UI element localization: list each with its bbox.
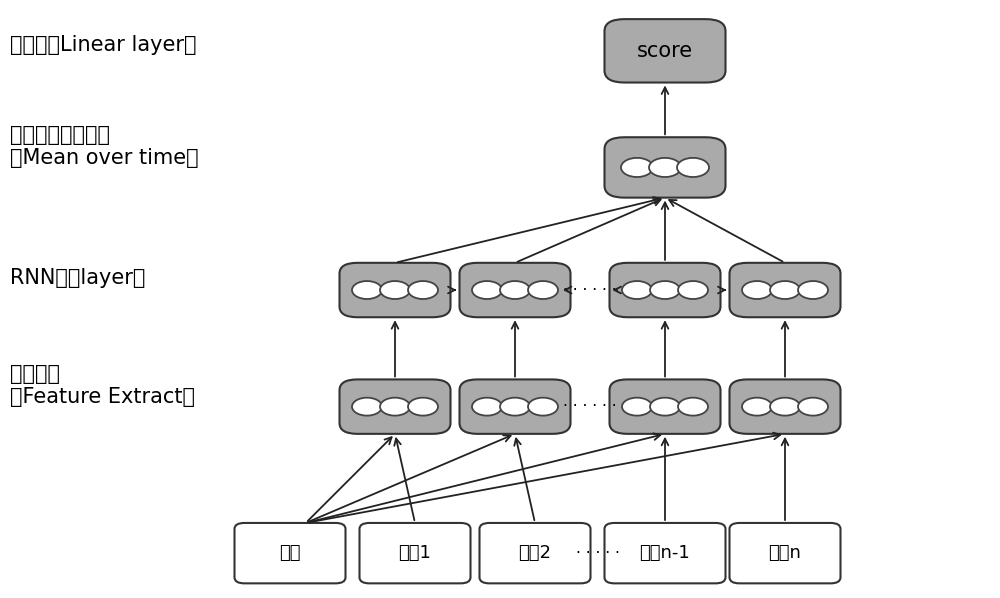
FancyBboxPatch shape: [340, 379, 450, 434]
FancyBboxPatch shape: [360, 523, 471, 584]
Circle shape: [528, 398, 558, 416]
Circle shape: [742, 398, 772, 416]
Text: 特征提取
（Feature Extract）: 特征提取 （Feature Extract）: [10, 364, 195, 407]
Text: 时间输出结果平均
（Mean over time）: 时间输出结果平均 （Mean over time）: [10, 125, 199, 168]
Text: 段落n-1: 段落n-1: [640, 544, 690, 562]
Circle shape: [352, 398, 382, 416]
Circle shape: [622, 281, 652, 299]
FancyBboxPatch shape: [604, 19, 726, 83]
Circle shape: [770, 398, 800, 416]
Circle shape: [500, 398, 530, 416]
Text: 标题: 标题: [279, 544, 301, 562]
Circle shape: [742, 281, 772, 299]
Circle shape: [650, 398, 680, 416]
Circle shape: [408, 398, 438, 416]
FancyBboxPatch shape: [340, 263, 450, 317]
FancyBboxPatch shape: [730, 379, 840, 434]
Circle shape: [408, 281, 438, 299]
FancyBboxPatch shape: [234, 523, 346, 584]
FancyBboxPatch shape: [610, 263, 720, 317]
Circle shape: [678, 281, 708, 299]
Text: · · · · ·: · · · · ·: [576, 545, 619, 561]
FancyBboxPatch shape: [480, 523, 590, 584]
FancyBboxPatch shape: [604, 523, 726, 584]
Circle shape: [472, 281, 502, 299]
Text: 段落n: 段落n: [769, 544, 801, 562]
FancyBboxPatch shape: [460, 379, 570, 434]
Text: · · · · · ·: · · · · · ·: [563, 399, 617, 414]
Circle shape: [678, 398, 708, 416]
Text: 段落1: 段落1: [399, 544, 431, 562]
FancyBboxPatch shape: [610, 379, 720, 434]
Circle shape: [500, 281, 530, 299]
Circle shape: [352, 281, 382, 299]
Circle shape: [798, 398, 828, 416]
Circle shape: [621, 158, 653, 177]
FancyBboxPatch shape: [730, 263, 840, 317]
Text: 段落2: 段落2: [518, 544, 552, 562]
Text: score: score: [637, 41, 693, 61]
Text: · · · · · ·: · · · · · ·: [563, 282, 617, 298]
Circle shape: [798, 281, 828, 299]
Circle shape: [622, 398, 652, 416]
Circle shape: [380, 281, 410, 299]
Text: 线性层（Linear layer）: 线性层（Linear layer）: [10, 35, 196, 55]
Circle shape: [472, 398, 502, 416]
FancyBboxPatch shape: [604, 138, 726, 197]
Circle shape: [649, 158, 681, 177]
Circle shape: [677, 158, 709, 177]
FancyBboxPatch shape: [460, 263, 570, 317]
Circle shape: [528, 281, 558, 299]
Circle shape: [650, 281, 680, 299]
Circle shape: [380, 398, 410, 416]
Text: RNN层（layer）: RNN层（layer）: [10, 268, 145, 288]
Circle shape: [770, 281, 800, 299]
FancyBboxPatch shape: [730, 523, 840, 584]
